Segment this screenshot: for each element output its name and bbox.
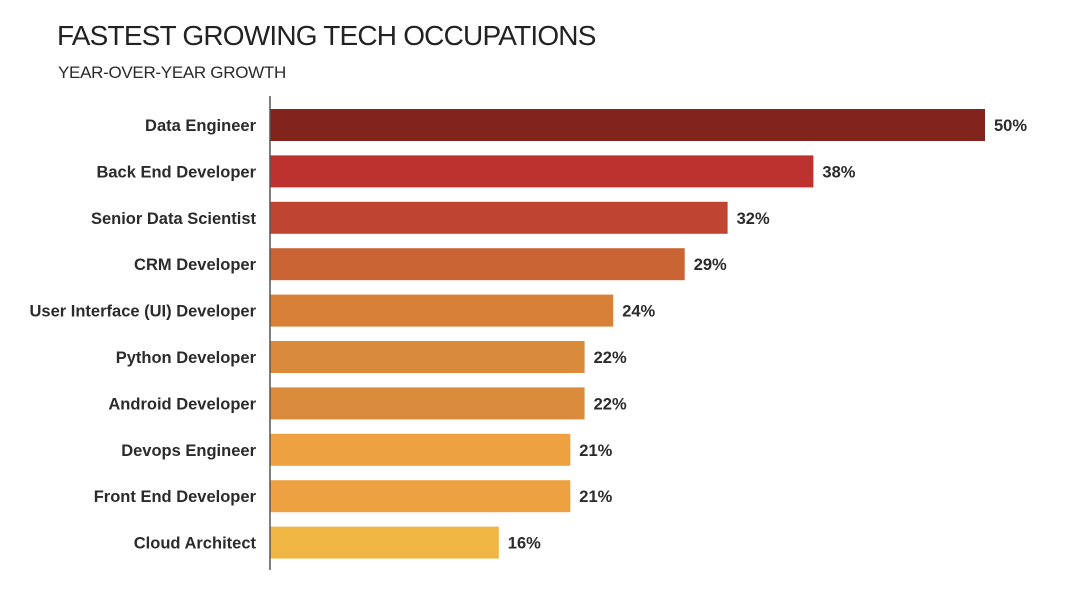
- data-label: 24%: [622, 303, 655, 321]
- bar-data-engineer: [270, 109, 985, 141]
- data-label: 21%: [579, 442, 612, 460]
- bar-devops-engineer: [270, 433, 571, 466]
- bar-python-developer: [270, 341, 585, 373]
- data-label: 38%: [822, 163, 855, 181]
- chart-subtitle: YEAR-OVER-YEAR GROWTH: [58, 63, 286, 82]
- bar-android-developer: [270, 387, 585, 420]
- category-label: Back End Developer: [96, 163, 256, 181]
- category-label: Python Developer: [116, 349, 257, 367]
- category-label: CRM Developer: [134, 256, 257, 274]
- data-label: 16%: [508, 535, 541, 553]
- bar-cloud-architect: [270, 526, 499, 559]
- category-label: Android Developer: [108, 395, 256, 413]
- category-label: Devops Engineer: [121, 442, 256, 460]
- data-label: 29%: [694, 256, 727, 274]
- category-label: Cloud Architect: [134, 535, 257, 553]
- data-label: 32%: [737, 210, 770, 228]
- data-label: 22%: [594, 349, 627, 367]
- bar-senior-data-scientist: [270, 201, 728, 234]
- bar-front-end-developer: [270, 480, 571, 513]
- data-label: 22%: [594, 395, 627, 413]
- category-label: Senior Data Scientist: [91, 210, 257, 228]
- bar-crm-developer: [270, 248, 685, 281]
- data-label: 50%: [994, 117, 1027, 135]
- category-label: Data Engineer: [145, 117, 257, 135]
- category-label: User Interface (UI) Developer: [30, 303, 257, 321]
- data-label: 21%: [579, 488, 612, 506]
- bar-back-end-developer: [270, 155, 814, 188]
- chart-title: FASTEST GROWING TECH OCCUPATIONS: [57, 20, 596, 51]
- bar-user-interface-ui-developer: [270, 294, 614, 327]
- category-label: Front End Developer: [94, 488, 257, 506]
